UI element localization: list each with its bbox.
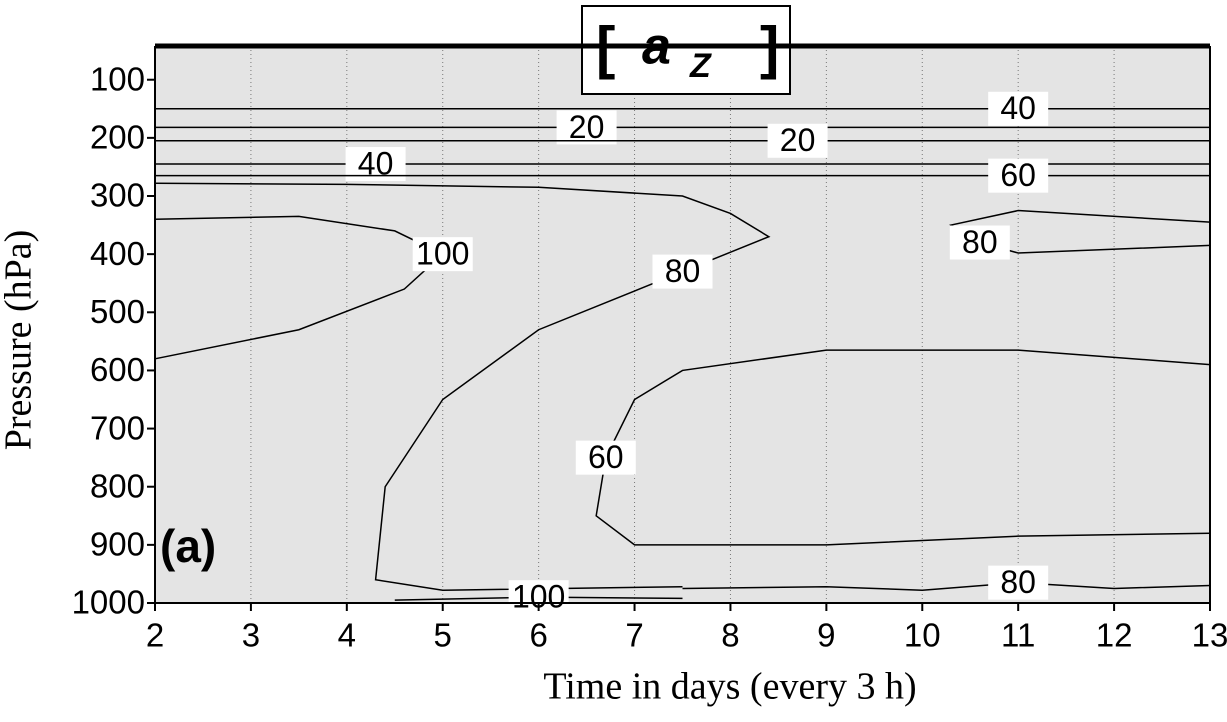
plot-background <box>155 46 1210 603</box>
contour-label: 20 <box>780 122 816 158</box>
contour-label: 100 <box>416 236 469 272</box>
x-axis-label: Time in days (every 3 h) <box>543 666 916 708</box>
y-tick-label: 300 <box>90 177 145 214</box>
y-tick-label: 600 <box>90 351 145 388</box>
panel-label: (a) <box>160 520 216 572</box>
contour-label: 60 <box>1000 157 1036 193</box>
y-tick-label: 800 <box>90 467 145 504</box>
title-box <box>581 5 791 95</box>
contour-label: 60 <box>588 439 624 475</box>
x-tick-label: 7 <box>625 617 643 654</box>
contour-label-bg <box>767 123 828 158</box>
contour-label-bg <box>988 158 1049 193</box>
y-tick-label: 500 <box>90 293 145 330</box>
y-tick-label: 100 <box>90 60 145 97</box>
contour-label-bg <box>575 440 636 475</box>
x-tick-label: 5 <box>434 617 452 654</box>
y-axis-label: Pressure (hPa) <box>0 230 40 451</box>
x-tick-label: 3 <box>242 617 260 654</box>
x-tick-label: 9 <box>817 617 835 654</box>
contour-label-bg <box>988 565 1049 600</box>
contour-label: 80 <box>1000 564 1036 600</box>
x-tick-label: 11 <box>1001 617 1035 654</box>
x-tick-label: 2 <box>146 617 164 654</box>
contour-label-bg <box>988 91 1049 126</box>
y-tick-label: 400 <box>90 235 145 272</box>
contour-label-bg <box>556 110 617 145</box>
contour-label: 80 <box>665 253 701 289</box>
y-tick-label: 700 <box>90 409 145 446</box>
contour-label: 80 <box>962 224 998 260</box>
contour-line <box>682 581 1211 591</box>
y-tick-label: 1000 <box>72 584 145 621</box>
contour-label-bg <box>412 237 473 272</box>
x-tick-label: 8 <box>721 617 739 654</box>
x-tick-label: 10 <box>904 617 941 654</box>
contour-label-bg <box>949 225 1010 260</box>
x-tick-label: 4 <box>338 617 356 654</box>
contour-label: 40 <box>1000 90 1036 126</box>
x-tick-label: 13 <box>1192 617 1227 654</box>
x-tick-label: 12 <box>1096 617 1133 654</box>
contour-label-bg <box>652 254 713 289</box>
y-tick-label: 900 <box>90 526 145 563</box>
contour-label: 20 <box>569 109 605 145</box>
title-subscript: Z <box>689 47 712 85</box>
y-tick-label: 200 <box>90 119 145 156</box>
x-tick-label: 6 <box>529 617 547 654</box>
